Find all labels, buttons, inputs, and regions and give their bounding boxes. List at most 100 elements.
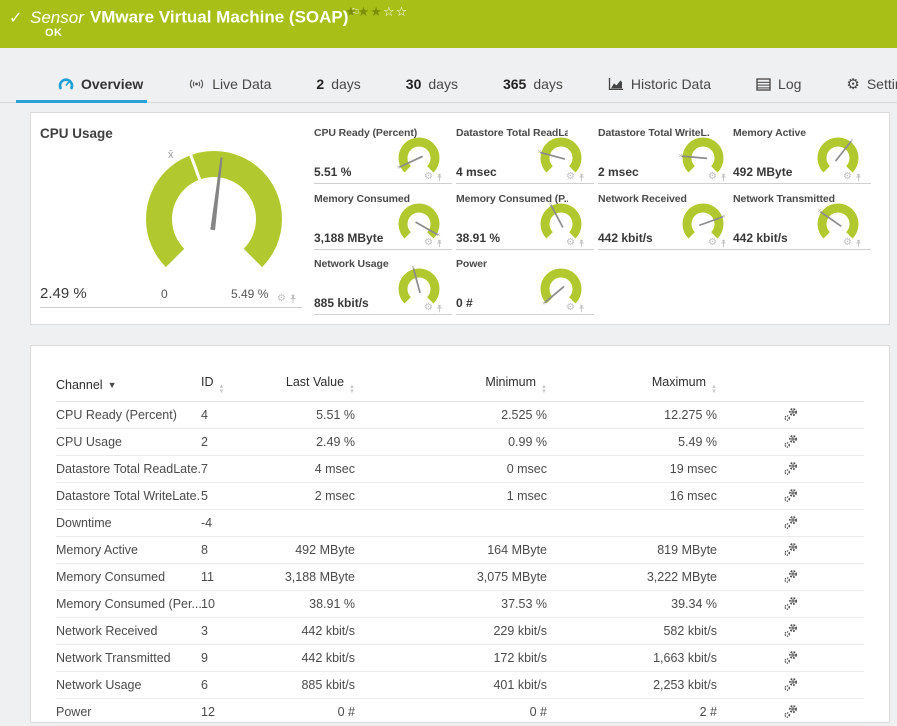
channel-settings-icon[interactable] [783, 542, 799, 558]
channel-settings-icon[interactable] [783, 623, 799, 639]
gauge-actions[interactable]: ⚙ [708, 238, 727, 248]
pin-icon[interactable] [578, 304, 585, 313]
pin-icon[interactable] [720, 173, 727, 182]
channel-last-value: 0 # [271, 698, 355, 726]
pin-icon[interactable] [289, 294, 297, 304]
channel-row[interactable]: Network Usage 6 885 kbit/s 401 kbit/s 2,… [56, 671, 864, 699]
channel-settings-icon[interactable] [783, 407, 799, 423]
tab-log[interactable]: Log [756, 66, 801, 102]
channel-row[interactable]: Memory Consumed (Per... 10 38.91 % 37.53… [56, 590, 864, 618]
gauge-needle [550, 204, 564, 228]
gauge-actions[interactable]: ⚙ [566, 172, 585, 182]
channel-row[interactable]: Network Received 3 442 kbit/s 229 kbit/s… [56, 617, 864, 645]
gauge-actions[interactable]: ⚙ [424, 303, 443, 313]
sensor-header: ✓ Sensor VMware Virtual Machine (SOAP) ⚐ ★… [0, 0, 897, 48]
pin-icon[interactable] [578, 173, 585, 182]
priority-stars[interactable]: ★★★☆☆ [345, 4, 408, 20]
gear-icon[interactable]: ⚙ [566, 302, 575, 313]
tab-historic-data[interactable]: Historic Data [608, 66, 711, 102]
pin-icon[interactable] [436, 304, 443, 313]
tab-365-days[interactable]: 365 days [502, 76, 563, 92]
gauge-actions[interactable]: ⚙ [843, 172, 862, 182]
gear-icon[interactable]: ⚙ [708, 171, 717, 182]
chart-icon [608, 77, 623, 90]
gear-icon[interactable]: ⚙ [708, 237, 717, 248]
gear-icon[interactable]: ⚙ [424, 171, 433, 182]
header-actions [717, 370, 864, 402]
header-channel[interactable]: Channel ▼ [56, 370, 201, 402]
channel-row[interactable]: Downtime -4 [56, 509, 864, 537]
gauge-value: 442 kbit/s [733, 231, 788, 245]
sort-icon: ▲ ▼ [711, 384, 717, 395]
channel-settings-icon[interactable] [783, 515, 799, 531]
pin-icon[interactable] [855, 239, 862, 248]
big-gauge-actions[interactable]: ⚙ [277, 294, 297, 304]
channel-settings-icon[interactable] [783, 488, 799, 504]
channel-id: -4 [201, 509, 271, 537]
gear-icon[interactable]: ⚙ [566, 237, 575, 248]
channel-id: 2 [201, 428, 271, 456]
gauge-title: Network Usage [314, 258, 389, 270]
average-marker: × [397, 165, 401, 172]
channel-maximum: 12.275 % [547, 401, 717, 429]
gauge-actions[interactable]: ⚙ [424, 172, 443, 182]
gauge-title: Memory Consumed (P... [456, 193, 568, 205]
channel-row[interactable]: Power 12 0 # 0 # 2 # [56, 698, 864, 726]
channel-name: Network Received [56, 617, 201, 645]
channel-row[interactable]: Network Transmitted 9 442 kbit/s 172 kbi… [56, 644, 864, 672]
gear-icon[interactable]: ⚙ [424, 237, 433, 248]
channel-last-value: 5.51 % [271, 401, 355, 429]
channel-name: Downtime [56, 509, 201, 537]
channel-row[interactable]: Datastore Total ReadLate... 7 4 msec 0 m… [56, 455, 864, 483]
gauge-actions[interactable]: ⚙ [843, 238, 862, 248]
average-marker: × [722, 213, 726, 220]
average-marker: × [548, 201, 552, 208]
gauge-actions[interactable]: ⚙ [566, 303, 585, 313]
channel-settings-icon[interactable] [783, 677, 799, 693]
channel-row[interactable]: CPU Usage 2 2.49 % 0.99 % 5.49 % [56, 428, 864, 456]
channel-id: 3 [201, 617, 271, 645]
big-gauge-arc: x̄ [146, 149, 282, 268]
pin-icon[interactable] [855, 173, 862, 182]
big-gauge-cpu-usage: CPU Usage x̄ 2.49 % 0 5.49 % ⚙ [31, 113, 306, 313]
gear-icon[interactable]: ⚙ [843, 237, 852, 248]
channel-settings-icon[interactable] [783, 461, 799, 477]
gear-icon[interactable]: ⚙ [843, 171, 852, 182]
gear-icon[interactable]: ⚙ [566, 171, 575, 182]
channel-row[interactable]: Memory Consumed 11 3,188 MByte 3,075 MBy… [56, 563, 864, 591]
pin-icon[interactable] [436, 239, 443, 248]
channel-settings-icon[interactable] [783, 569, 799, 585]
gear-icon[interactable]: ⚙ [424, 302, 433, 313]
header-maximum[interactable]: Maximum ▲ ▼ [547, 370, 717, 402]
gear-icon[interactable]: ⚙ [277, 293, 286, 304]
sensor-title-line: Sensor VMware Virtual Machine (SOAP) ⚐ [30, 6, 360, 28]
pin-icon[interactable] [436, 173, 443, 182]
channel-row[interactable]: Datastore Total WriteLate... 5 2 msec 1 … [56, 482, 864, 510]
gauge-actions[interactable]: ⚙ [566, 238, 585, 248]
tab-settings[interactable]: ⚙ Settings [846, 75, 897, 93]
channel-minimum: 0.99 % [355, 428, 547, 456]
tab-30-days[interactable]: 30 days [405, 76, 458, 92]
tab-bar: Overview Live Data 2 days 30 days 365 da… [0, 66, 897, 103]
channel-settings-icon[interactable] [783, 434, 799, 450]
gauge-actions[interactable]: ⚙ [708, 172, 727, 182]
stars-filled[interactable]: ★★★ [345, 4, 383, 19]
gear-icon: ⚙ [846, 75, 860, 93]
channel-settings-icon[interactable] [783, 650, 799, 666]
gauge-actions[interactable]: ⚙ [424, 238, 443, 248]
header-minimum[interactable]: Minimum ▲ ▼ [355, 370, 547, 402]
header-last-value[interactable]: Last Value ▲ ▼ [271, 370, 355, 402]
stars-empty[interactable]: ☆☆ [382, 4, 409, 19]
tab-live-data[interactable]: Live Data [188, 66, 271, 102]
header-id[interactable]: ID ▲ ▼ [201, 370, 271, 402]
priority-flag-icon[interactable]: ⚐ [350, 7, 361, 19]
channel-row[interactable]: CPU Ready (Percent) 4 5.51 % 2.525 % 12.… [56, 401, 864, 429]
channel-row[interactable]: Memory Active 8 492 MByte 164 MByte 819 … [56, 536, 864, 564]
pin-icon[interactable] [720, 239, 727, 248]
channel-settings-icon[interactable] [783, 704, 799, 720]
tab-overview[interactable]: Overview [15, 66, 148, 103]
channel-maximum: 582 kbit/s [547, 617, 717, 645]
tab-2-days[interactable]: 2 days [316, 76, 361, 92]
channel-settings-icon[interactable] [783, 596, 799, 612]
pin-icon[interactable] [578, 239, 585, 248]
